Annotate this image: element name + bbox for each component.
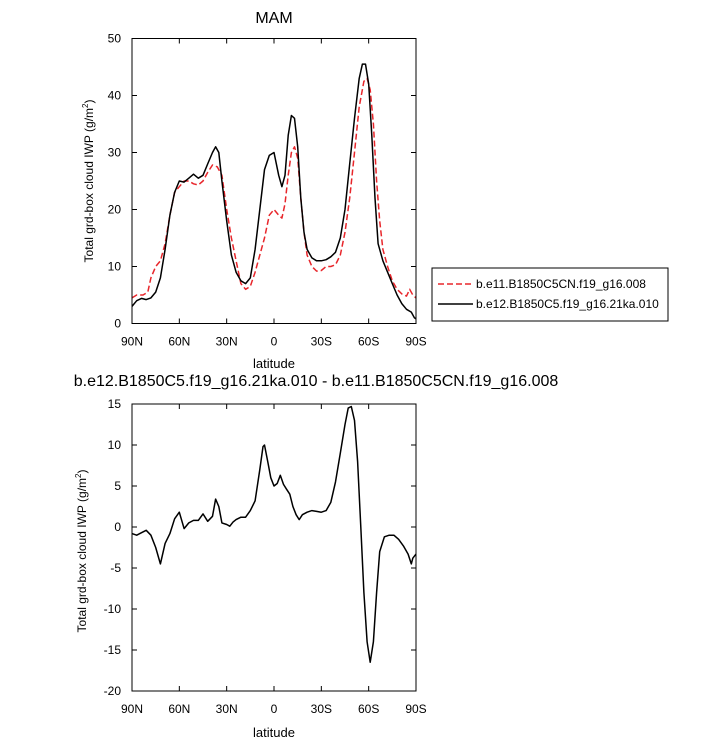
y-tick-label: 40: [108, 89, 122, 103]
x-tick-label: 90N: [121, 335, 143, 349]
y-tick-label: -15: [104, 643, 122, 657]
legend-label-lgm: b.e12.B1850C5.f19_g16.21ka.010: [476, 297, 659, 311]
x-tick-label: 30N: [216, 702, 238, 716]
legend-box: [431, 267, 669, 322]
bottom-panel-series: [131, 405, 417, 664]
y-tick-label: 15: [108, 397, 122, 411]
y-tick-label: 50: [108, 32, 122, 46]
top-panel-series: [131, 63, 417, 320]
x-tick-label: 60S: [358, 335, 379, 349]
y-tick-label: 10: [108, 260, 122, 274]
y-tick-label: 20: [108, 203, 122, 217]
top-panel-ticks: 90N 60N 30N 0 30S 60S 90S 0 10 20 30 40 50: [108, 32, 427, 349]
x-tick-label: 90S: [405, 702, 426, 716]
top-panel-ylabel: Total grd-box cloud IWP (g/m2): [81, 100, 96, 263]
y-tick-label: -5: [110, 561, 121, 575]
top-panel-xlabel: latitude: [253, 356, 295, 371]
top-panel-frame: [131, 38, 417, 324]
bottom-panel: b.e12.B1850C5.f19_g16.21ka.010 - b.e11.B…: [74, 373, 559, 740]
x-tick-label: 60S: [358, 702, 379, 716]
top-panel-title: MAM: [255, 10, 292, 27]
x-tick-label: 30N: [216, 335, 238, 349]
y-tick-label: 30: [108, 146, 122, 160]
x-tick-label: 90N: [121, 702, 143, 716]
bottom-panel-xlabel: latitude: [253, 725, 295, 740]
legend: b.e11.B1850C5CN.f19_g16.008 b.e12.B1850C…: [431, 267, 669, 322]
x-tick-label: 30S: [311, 335, 332, 349]
series-line-b.e11.B1850C5CN.f19_g16.008: [131, 77, 417, 299]
legend-label-control: b.e11.B1850C5CN.f19_g16.008: [476, 277, 646, 291]
x-tick-label: 30S: [311, 702, 332, 716]
y-tick-label: 5: [114, 479, 121, 493]
y-tick-label: -10: [104, 602, 122, 616]
bottom-panel-frame: [131, 403, 417, 692]
bottom-panel-ylabel: Total grd-box cloud IWP (g/m2): [74, 470, 89, 633]
x-tick-label: 0: [271, 335, 278, 349]
bottom-panel-title: b.e12.B1850C5.f19_g16.21ka.010 - b.e11.B…: [74, 373, 559, 390]
x-tick-label: 0: [271, 702, 278, 716]
y-tick-label: 10: [108, 438, 122, 452]
bottom-panel-ticks: 90N 60N 30N 0 30S 60S 90S -20 -15 -10 -5 0 5 10 15: [104, 397, 427, 716]
y-tick-label: -20: [104, 684, 122, 698]
x-tick-label: 60N: [168, 335, 190, 349]
x-tick-label: 90S: [405, 335, 426, 349]
top-panel: MAM 90N 60N 30N 0 30S 60S 90S 0 10 20 30 40 50 latit…: [81, 10, 669, 371]
y-tick-label: 0: [114, 317, 121, 331]
series-line-b.e12.B1850C5.f19_g16.21ka.010: [131, 63, 417, 320]
x-tick-label: 60N: [168, 702, 190, 716]
y-tick-label: 0: [114, 520, 121, 534]
series-line-difference: [131, 405, 417, 664]
